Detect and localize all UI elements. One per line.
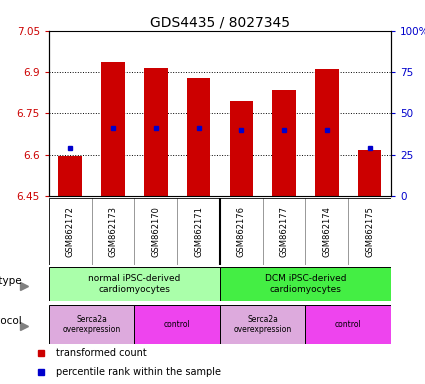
Bar	[220, 267, 391, 301]
Title: GDS4435 / 8027345: GDS4435 / 8027345	[150, 16, 290, 30]
Bar	[306, 305, 391, 344]
Text: GSM862171: GSM862171	[194, 206, 203, 257]
Text: GSM862173: GSM862173	[108, 206, 118, 257]
Bar	[101, 62, 125, 196]
Text: GSM862172: GSM862172	[66, 206, 75, 257]
Bar	[272, 90, 296, 196]
Bar	[49, 305, 134, 344]
Bar	[59, 156, 82, 196]
Bar	[220, 305, 306, 344]
Text: Serca2a
overexpression: Serca2a overexpression	[62, 315, 121, 334]
Bar	[187, 78, 210, 196]
Text: GSM862170: GSM862170	[151, 206, 160, 257]
Bar	[358, 151, 381, 196]
Bar	[230, 101, 253, 196]
Text: cell type: cell type	[0, 276, 22, 286]
Text: control: control	[164, 320, 190, 329]
Text: DCM iPSC-derived
cardiomyocytes: DCM iPSC-derived cardiomyocytes	[265, 275, 346, 294]
Text: Serca2a
overexpression: Serca2a overexpression	[234, 315, 292, 334]
Bar	[315, 69, 339, 196]
Text: GSM862174: GSM862174	[322, 206, 332, 257]
Text: transformed count: transformed count	[57, 348, 147, 358]
Text: protocol: protocol	[0, 316, 22, 326]
Text: control: control	[335, 320, 362, 329]
Bar	[134, 305, 220, 344]
Text: GSM862176: GSM862176	[237, 206, 246, 257]
Text: GSM862177: GSM862177	[280, 206, 289, 257]
Text: percentile rank within the sample: percentile rank within the sample	[57, 366, 221, 377]
Bar	[144, 68, 167, 196]
Text: GSM862175: GSM862175	[365, 206, 374, 257]
Text: normal iPSC-derived
cardiomyocytes: normal iPSC-derived cardiomyocytes	[88, 275, 181, 294]
Bar	[49, 267, 220, 301]
